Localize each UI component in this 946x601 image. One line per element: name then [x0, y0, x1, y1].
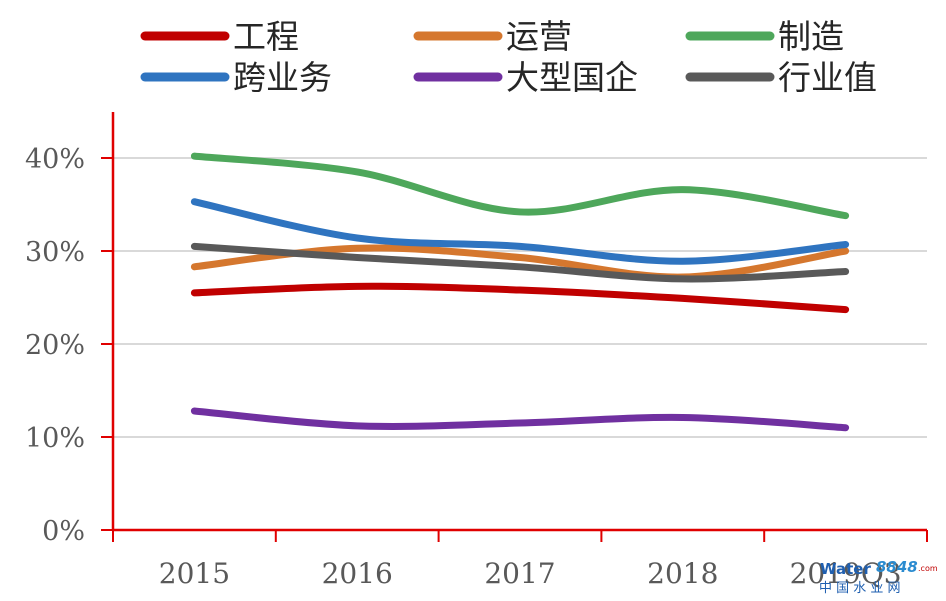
- series-line-4: [190, 407, 850, 432]
- y-tick-label: 10%: [25, 423, 85, 454]
- legend-label: 制造: [778, 17, 844, 56]
- watermark-number: 8848: [876, 558, 918, 576]
- legend-label: 大型国企: [506, 58, 638, 97]
- series-line-5: [190, 242, 850, 283]
- series-line-2: [190, 152, 850, 220]
- watermark-logo: Water 8848 .com 中 国 水 业 网: [819, 558, 938, 596]
- legend-label: 工程: [233, 17, 299, 56]
- x-tick-label: 2018: [647, 557, 718, 590]
- axes: 0% 10% 20% 30% 40% 2015 2016 2017 2018 2019Q3: [25, 112, 928, 590]
- y-tick-label: 20%: [25, 330, 85, 361]
- y-tick-label: 40%: [25, 144, 85, 175]
- legend-label: 跨业务: [233, 58, 332, 97]
- x-tick-label: 2016: [322, 557, 393, 590]
- y-tick-label: 0%: [42, 516, 85, 547]
- series-lines: [190, 152, 850, 432]
- watermark-domain: .com: [918, 564, 938, 573]
- x-tick-label: 2017: [484, 557, 555, 590]
- legend-label: 行业值: [778, 58, 877, 97]
- series-line-0: [190, 282, 850, 314]
- x-tick-label: 2015: [159, 557, 230, 590]
- watermark-chinese: 中 国 水 业 网: [819, 581, 901, 596]
- x-tick-label: 2019Q3: [790, 557, 902, 590]
- legend-label: 运营: [506, 17, 572, 56]
- watermark-logo-text: Water: [820, 560, 871, 578]
- series-line-3: [190, 198, 850, 265]
- gridlines: [113, 157, 927, 438]
- y-tick-label: 30%: [25, 237, 85, 268]
